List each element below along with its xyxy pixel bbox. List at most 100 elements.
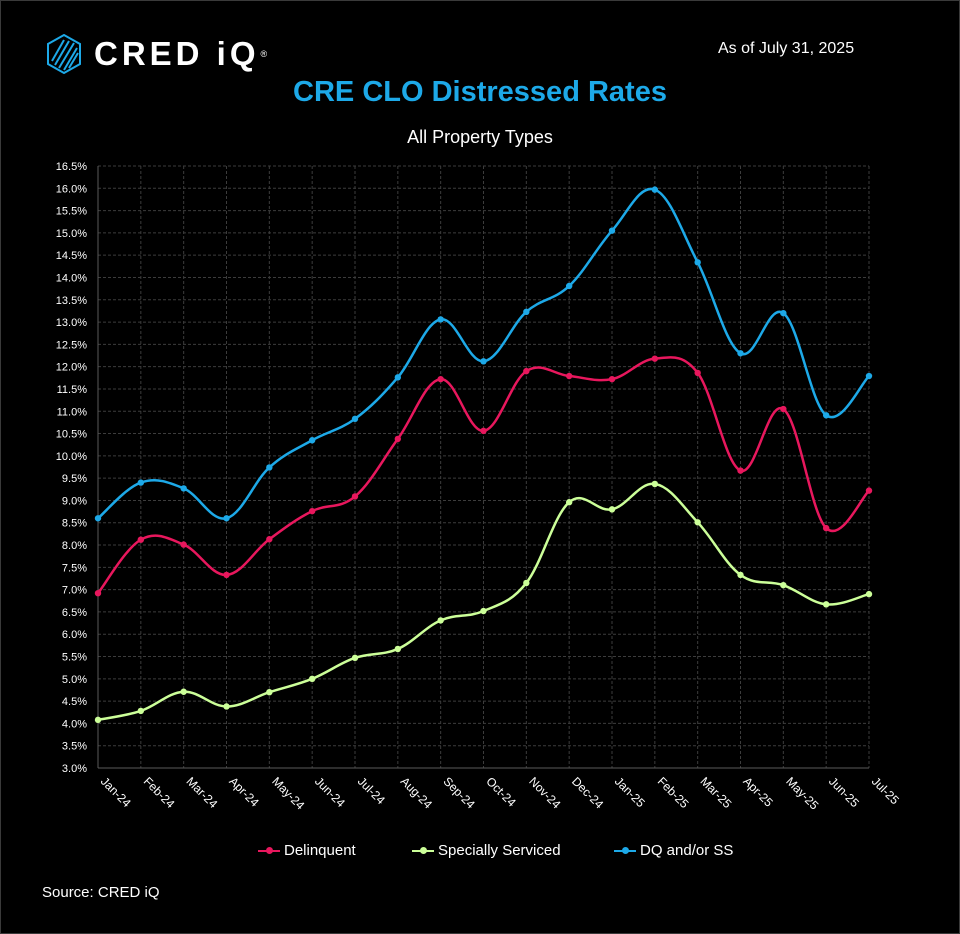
x-tick-label: Jun-24 — [312, 774, 348, 810]
data-point-dq-and-or-ss — [180, 485, 187, 492]
y-tick-label: 7.5% — [62, 562, 87, 574]
data-point-delinquent — [780, 405, 787, 413]
data-point-dq-and-or-ss — [865, 372, 873, 380]
legend-swatch — [412, 844, 434, 858]
x-tick-label: Jun-25 — [826, 774, 862, 810]
x-tick-label: Jan-25 — [612, 774, 648, 810]
data-point-dq-and-or-ss — [523, 308, 530, 316]
x-tick-label: Nov-24 — [526, 774, 563, 811]
y-tick-label: 12.5% — [56, 339, 87, 351]
data-point-delinquent — [651, 355, 659, 362]
y-tick-label: 14.5% — [56, 250, 87, 262]
y-tick-label: 15.0% — [56, 228, 87, 240]
data-point-specially-serviced — [308, 675, 316, 683]
data-point-delinquent — [865, 487, 873, 494]
legend-label: DQ and/or SS — [640, 842, 734, 859]
data-point-delinquent — [180, 541, 187, 548]
data-point-specially-serviced — [822, 601, 830, 608]
x-tick-label: Apr-25 — [740, 774, 776, 810]
data-point-dq-and-or-ss — [137, 479, 145, 486]
x-tick-label: Jul-25 — [869, 774, 902, 807]
x-tick-label: May-25 — [783, 774, 821, 812]
brand-name: CRED iQ — [94, 35, 260, 72]
data-point-dq-and-or-ss — [651, 186, 659, 193]
data-point-specially-serviced — [694, 519, 701, 526]
data-point-delinquent — [737, 467, 744, 474]
y-tick-label: 16.5% — [56, 161, 87, 173]
data-point-dq-and-or-ss — [737, 350, 744, 357]
data-point-dq-and-or-ss — [565, 282, 573, 290]
data-point-specially-serviced — [437, 617, 444, 624]
x-tick-label: Apr-24 — [226, 774, 262, 810]
x-tick-label: Oct-24 — [483, 774, 519, 810]
y-tick-label: 12.0% — [56, 362, 87, 374]
data-point-dq-and-or-ss — [480, 358, 487, 365]
x-tick-label: Feb-24 — [141, 774, 178, 811]
source-note: Source: CRED iQ — [42, 884, 160, 901]
x-tick-label: Feb-25 — [655, 774, 692, 811]
y-tick-label: 13.0% — [56, 317, 87, 329]
y-tick-label: 7.0% — [62, 585, 87, 597]
data-point-specially-serviced — [266, 688, 273, 696]
as-of-date: As of July 31, 2025 — [718, 40, 855, 57]
data-point-specially-serviced — [565, 499, 573, 506]
data-point-specially-serviced — [94, 716, 102, 724]
y-tick-label: 4.0% — [62, 718, 87, 730]
y-tick-label: 5.0% — [62, 674, 87, 686]
y-tick-label: 10.0% — [56, 451, 87, 463]
x-tick-label: Jul-24 — [355, 774, 388, 807]
x-tick-label: Mar-24 — [184, 774, 221, 811]
x-tick-label: Aug-24 — [398, 774, 435, 811]
y-tick-label: 16.0% — [56, 183, 87, 195]
y-tick-label: 14.0% — [56, 272, 87, 284]
x-tick-label: Sep-24 — [441, 774, 478, 811]
data-point-dq-and-or-ss — [94, 515, 102, 522]
chart-title: CRE CLO Distressed Rates — [293, 76, 667, 108]
data-point-delinquent — [608, 375, 616, 383]
data-point-delinquent — [223, 571, 230, 579]
series-line-dq-and-or-ss — [97, 187, 870, 520]
data-point-delinquent — [308, 507, 316, 515]
x-tick-label: May-24 — [269, 774, 307, 812]
y-tick-label: 8.0% — [62, 540, 87, 552]
data-point-delinquent — [565, 372, 573, 380]
legend-item-dq-and-or-ss: DQ and/or SS — [614, 842, 733, 859]
y-tick-label: 11.0% — [57, 406, 88, 418]
data-point-specially-serviced — [137, 707, 145, 715]
x-tick-label: Jan-24 — [98, 774, 134, 810]
legend-item-delinquent: Delinquent — [258, 842, 356, 859]
x-tick-label: Dec-24 — [569, 774, 606, 811]
data-point-delinquent — [694, 369, 701, 377]
data-point-delinquent — [523, 367, 530, 375]
y-tick-label: 9.0% — [62, 495, 87, 507]
data-point-specially-serviced — [351, 654, 359, 662]
legend-item-specially-serviced: Specially Serviced — [412, 842, 561, 859]
y-tick-label: 4.5% — [62, 696, 87, 708]
legend-label: Specially Serviced — [438, 842, 561, 859]
data-point-dq-and-or-ss — [694, 259, 701, 266]
chart-legend: Delinquent Specially Serviced DQ and/or SS — [0, 842, 960, 862]
y-tick-label: 9.5% — [62, 473, 87, 485]
cred-iq-logo: CRED iQ ® — [46, 34, 267, 74]
cred-iq-logo-icon — [47, 34, 81, 74]
data-point-delinquent — [351, 493, 359, 500]
data-point-delinquent — [137, 536, 145, 543]
y-tick-label: 13.5% — [56, 295, 87, 307]
legend-swatch — [614, 844, 636, 858]
data-point-specially-serviced — [651, 480, 659, 488]
chart-subtitle: All Property Types — [407, 127, 553, 147]
data-point-dq-and-or-ss — [351, 415, 359, 423]
series-line-delinquent — [97, 356, 870, 594]
y-tick-label: 3.0% — [62, 763, 87, 775]
x-tick-label: Mar-25 — [698, 774, 735, 811]
data-point-specially-serviced — [394, 645, 402, 653]
data-point-specially-serviced — [780, 581, 787, 589]
data-point-specially-serviced — [180, 688, 187, 695]
y-tick-label: 8.5% — [62, 518, 87, 530]
legend-swatch — [258, 844, 280, 858]
data-point-dq-and-or-ss — [437, 316, 444, 323]
data-point-dq-and-or-ss — [608, 227, 616, 234]
data-point-delinquent — [266, 536, 273, 543]
y-tick-label: 6.0% — [62, 629, 87, 641]
data-point-delinquent — [480, 427, 487, 435]
